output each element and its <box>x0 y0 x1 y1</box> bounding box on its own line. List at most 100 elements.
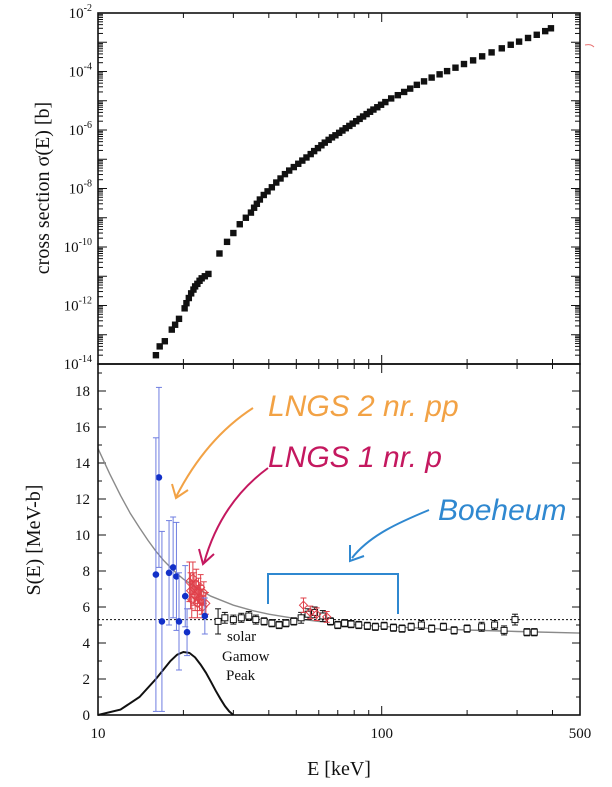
s-factor-panel: 0 2 4 6 8 10 12 14 16 18 10 100 500 S(E) [MeV-b] E … <box>23 363 592 780</box>
stray-mark <box>584 44 595 48</box>
cross-section-point <box>321 139 328 146</box>
black-data-point <box>214 617 222 625</box>
red-data-point <box>201 598 211 609</box>
blue-data-point <box>201 612 209 620</box>
cross-section-point <box>363 110 370 118</box>
black-data-point <box>319 612 327 620</box>
cross-section-point <box>260 191 267 199</box>
cross-section-point <box>185 294 193 302</box>
x-tick-label: 500 <box>569 726 592 742</box>
cross-section-point <box>366 108 374 115</box>
red-data-point <box>305 607 315 618</box>
black-data-point <box>530 628 538 636</box>
x-tick-label: 10 <box>91 726 106 742</box>
black-data-point <box>511 616 519 624</box>
cross-section-point <box>524 34 532 42</box>
gamow-label: solar Gamow Peak <box>222 629 270 684</box>
cross-section-point <box>310 147 318 155</box>
cross-section-point <box>318 142 325 149</box>
black-data-point <box>478 623 486 631</box>
cross-section-point <box>181 305 188 312</box>
cross-section-point <box>335 129 343 137</box>
cross-section-point <box>236 221 243 228</box>
cross-section-point <box>478 53 486 60</box>
top-y-tick-label: 10-8 <box>69 179 92 198</box>
annotation-boeheum-arrowhead <box>349 545 365 563</box>
annotation-lngs-1-text: LNGS 1 nr. p <box>268 441 442 474</box>
red-data-point <box>184 577 195 587</box>
cross-section-point <box>183 299 190 307</box>
black-data-point <box>523 628 531 636</box>
blue-data-point <box>158 618 166 625</box>
cross-section-point <box>216 250 223 257</box>
top-y-tick-label: 10-10 <box>64 237 92 256</box>
annotation-boeheum-arrow <box>351 509 430 559</box>
cross-section-point <box>332 132 339 139</box>
gamow-label-line-1: solar <box>227 629 256 645</box>
cross-section-point <box>277 175 284 182</box>
cross-section-point <box>533 31 540 38</box>
cross-section-point <box>346 122 353 130</box>
bottom-y-axis-title: S(E) [MeV-b] <box>23 485 45 596</box>
bottom-y-tick-label: 10 <box>75 528 90 544</box>
gamow-label-line-3: Peak <box>226 668 256 684</box>
cross-section-point <box>515 38 523 45</box>
cross-section-point <box>281 170 289 178</box>
cross-section-point <box>253 200 261 207</box>
black-data-point <box>237 614 245 622</box>
annotation-lngs-1-arrowhead <box>198 548 215 566</box>
blue-data-point <box>152 571 160 578</box>
cross-section-point <box>352 117 360 125</box>
x-tick-label: 100 <box>370 726 393 742</box>
cross-section-point <box>356 115 363 123</box>
cross-section-point <box>406 85 414 92</box>
top-y-tick-label: 10-2 <box>69 3 92 22</box>
cross-section-point <box>488 49 495 56</box>
top-y-tick-label: 10-12 <box>64 296 92 315</box>
red-data-point <box>298 600 309 610</box>
black-data-point <box>260 617 268 625</box>
black-data-point <box>355 621 363 629</box>
blue-data-point <box>181 592 189 600</box>
cross-section-point <box>498 45 505 52</box>
cross-section-point <box>314 144 322 152</box>
black-data-point <box>221 614 229 622</box>
top-y-tick-label: 10-14 <box>64 354 92 373</box>
cross-section-point <box>370 106 377 113</box>
cross-section-point <box>247 209 255 216</box>
cross-section-point <box>268 184 276 191</box>
black-data-point <box>268 619 276 627</box>
cross-section-point <box>420 78 428 85</box>
bottom-y-tick-label: 12 <box>75 492 90 508</box>
red-data-point <box>311 609 322 619</box>
blue-data-point <box>183 628 191 636</box>
cross-section-point <box>205 270 212 278</box>
bottom-y-tick-label: 8 <box>83 564 91 580</box>
cross-section-point <box>295 160 302 167</box>
cross-section-point <box>325 136 332 144</box>
cross-section-point <box>339 127 346 134</box>
bottom-y-tick-label: 16 <box>75 420 91 436</box>
bottom-y-tick-label: 6 <box>83 600 91 616</box>
cross-section-point <box>374 104 381 111</box>
blue-data-point <box>169 564 177 571</box>
black-data-point <box>347 620 355 628</box>
cross-section-point <box>307 150 314 158</box>
cross-section-point <box>273 179 280 186</box>
cross-section-point <box>387 95 395 102</box>
black-data-point <box>327 617 335 625</box>
cross-section-point <box>428 74 435 81</box>
black-data-point <box>491 621 499 629</box>
bottom-y-tick-label: 0 <box>83 708 91 724</box>
top-y-tick-labels: 10-14 10-12 10-10 10-8 10-6 10-4 10-2 <box>64 3 92 373</box>
annotation-lngs-1-arrow <box>203 467 269 564</box>
cross-section-point <box>400 88 408 96</box>
cross-section-point <box>230 229 237 237</box>
cross-section-point <box>171 321 179 328</box>
blue-data-point <box>165 569 173 577</box>
black-data-point <box>245 612 253 620</box>
top-y-tick-label: 10-4 <box>69 62 92 81</box>
cross-section-point <box>168 326 175 333</box>
cross-section-point <box>175 315 183 323</box>
